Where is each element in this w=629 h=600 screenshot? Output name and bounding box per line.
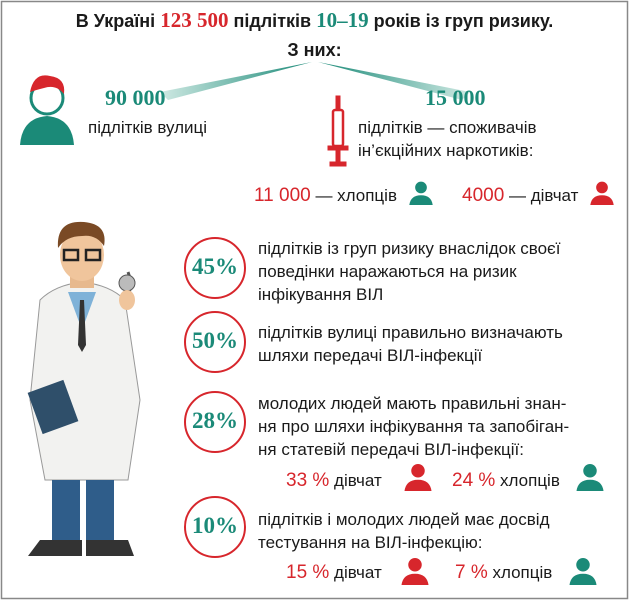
sub-stat: 33 % дівчат [286,471,382,491]
sub-label: дівчат [334,471,382,490]
fact-line: молодих людей мають правильні знан- [258,394,567,413]
pointer-right [318,62,470,100]
ages: 10–19 [316,8,369,32]
sub-label: дівчат [334,563,382,582]
header-text: років із груп ризику. [373,11,554,31]
percent: 10% [192,513,238,538]
total: 123 500 [160,8,229,32]
group-number: 15 000 [425,85,486,110]
fact-line: шляхи передачі ВІЛ-інфекції [258,346,483,365]
fact-line: поведінки наражаються на ризик [258,262,517,281]
fact-line: підлітків і молодих людей має досвід [258,510,550,529]
group-label: підлітків — споживачів [358,118,537,137]
header: В Україні 123 500 підлітків 10–19 років … [0,8,629,32]
group-label: підлітків вулиці [88,118,208,137]
sub-percent: 15 % [286,562,330,583]
sub-stat: 7 % хлопців [455,563,552,583]
split: 11 000 — хлопців [254,186,397,206]
sub-percent: 24 % [452,470,496,491]
female-icon [401,558,429,585]
percent: 28% [192,408,238,433]
fact-line: ня про шляхи інфікування та запобіган- [258,417,570,436]
female-icon [404,464,432,491]
fact-line: підлітків вулиці правильно визначають [258,323,563,342]
split-text: — хлопців [315,186,397,205]
teen-icon [20,75,74,145]
doctor [27,221,141,556]
male-icon [576,464,604,491]
group-number: 90 000 [105,85,166,110]
fact-line: інфікування ВІЛ [258,285,384,304]
sub-percent: 7 % [455,562,488,583]
split-number: 11 000 [254,185,311,206]
header-text: В Україні [75,11,156,31]
male-icon [569,558,597,585]
fact-line: ня статевій передачі ВІЛ-інфекції: [258,440,525,459]
percent: 50% [192,328,238,353]
sub-stat: 15 % дівчат [286,563,382,583]
split: 4000 — дівчат [462,186,578,206]
percent-circles [184,237,246,558]
subheader: З них: [287,40,342,60]
header-text: підлітків [233,11,312,31]
male-icon [409,181,433,205]
fact-line: підлітків із груп ризику внаслідок своєї [258,239,561,258]
pointer-left [160,62,312,100]
fact-line: тестування на ВІЛ-інфекцію: [258,533,483,552]
split-number: 4000 [462,185,505,206]
sub-stat: 24 % хлопців [452,471,560,491]
split-text: — дівчат [509,186,579,205]
syringe-icon [327,95,349,167]
percent: 45% [192,254,238,279]
sub-label: хлопців [492,563,553,582]
group-label: ін’єкційних наркотиків: [358,141,534,160]
sub-label: хлопців [500,471,560,490]
female-icon [590,181,614,205]
sub-percent: 33 % [286,470,330,491]
